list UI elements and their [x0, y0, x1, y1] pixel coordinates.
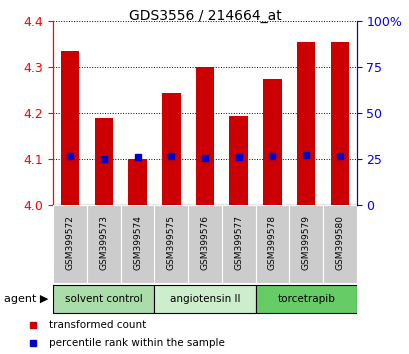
- Text: percentile rank within the sample: percentile rank within the sample: [49, 338, 225, 348]
- Text: GSM399578: GSM399578: [267, 215, 276, 270]
- Bar: [120, 205, 154, 283]
- Bar: [53, 205, 87, 283]
- Text: GSM399574: GSM399574: [133, 215, 142, 270]
- Bar: [289, 205, 322, 283]
- Bar: [330, 42, 348, 205]
- Text: agent ▶: agent ▶: [4, 294, 48, 304]
- Bar: [195, 67, 214, 205]
- Bar: [87, 205, 120, 283]
- Bar: [255, 205, 289, 283]
- Bar: [128, 159, 146, 205]
- Text: GSM399573: GSM399573: [99, 215, 108, 270]
- Bar: [154, 205, 188, 283]
- Text: transformed count: transformed count: [49, 320, 146, 330]
- Text: GSM399580: GSM399580: [335, 215, 344, 270]
- Bar: [61, 51, 79, 205]
- Bar: [53, 285, 154, 314]
- Text: angiotensin II: angiotensin II: [169, 294, 240, 304]
- Text: GSM399572: GSM399572: [65, 215, 74, 270]
- Text: GSM399576: GSM399576: [200, 215, 209, 270]
- Bar: [296, 42, 315, 205]
- Text: GSM399575: GSM399575: [166, 215, 175, 270]
- Text: GDS3556 / 214664_at: GDS3556 / 214664_at: [128, 9, 281, 23]
- Bar: [154, 285, 255, 314]
- Text: torcetrapib: torcetrapib: [276, 294, 334, 304]
- Bar: [94, 118, 113, 205]
- Text: GSM399577: GSM399577: [234, 215, 243, 270]
- Bar: [162, 92, 180, 205]
- Bar: [221, 205, 255, 283]
- Bar: [322, 205, 356, 283]
- Bar: [263, 79, 281, 205]
- Text: GSM399579: GSM399579: [301, 215, 310, 270]
- Text: solvent control: solvent control: [65, 294, 142, 304]
- Bar: [255, 285, 356, 314]
- Bar: [229, 115, 247, 205]
- Bar: [188, 205, 221, 283]
